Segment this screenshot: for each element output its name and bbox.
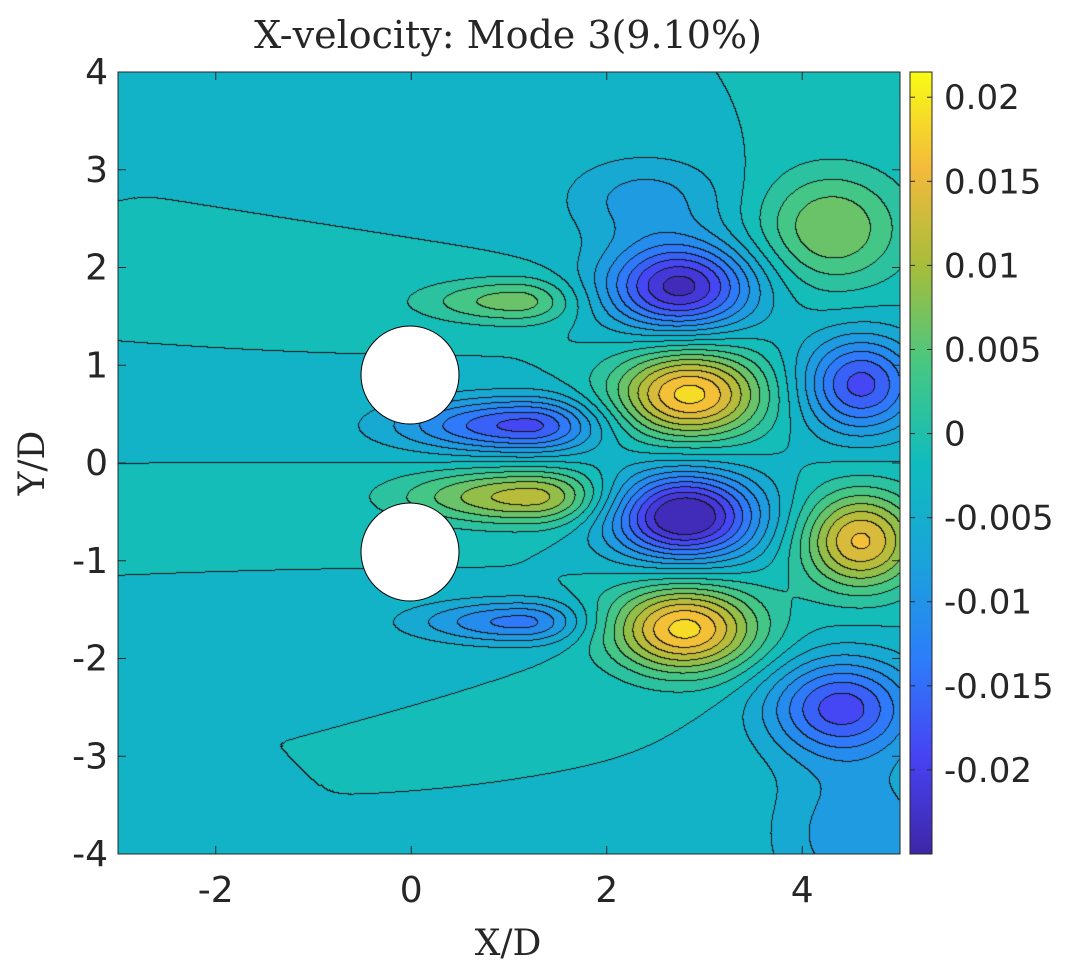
colorbar-tick-label: 0.005	[944, 330, 1041, 370]
y-tick-label: 4	[85, 52, 108, 93]
colorbar-tick-label: -0.02	[944, 751, 1032, 791]
x-tick-label: -2	[198, 870, 234, 911]
colorbar-tick-label: 0.02	[944, 78, 1020, 118]
colorbar-tick-label: -0.015	[944, 667, 1054, 707]
y-axis-ticks: -4 -3 -2 -1 0 1 2 3 4	[72, 52, 900, 875]
colorbar-tick-label: 0.01	[944, 246, 1020, 286]
x-tick-label: 4	[791, 870, 814, 911]
colorbar-tick-label: -0.005	[944, 499, 1054, 539]
contour-field	[118, 72, 900, 854]
y-tick-label: -1	[72, 541, 108, 582]
x-axis-ticks: -2 0 2 4	[198, 72, 814, 911]
y-tick-label: 3	[85, 150, 108, 191]
x-tick-label: 0	[400, 870, 423, 911]
colorbar	[909, 71, 933, 855]
cylinder-upper	[360, 325, 460, 425]
colorbar-tick-label: 0	[944, 415, 966, 455]
field-holder	[118, 72, 900, 854]
colorbar-ticks: 0.02 0.015 0.01 0.005 0 -0.005 -0.01 -0.015 -0.0…	[910, 78, 1054, 791]
y-tick-label: -3	[72, 736, 108, 777]
y-axis-label: Y/D	[12, 431, 53, 497]
cylinder-lower	[360, 502, 460, 602]
colorbar-tick-label: -0.01	[944, 583, 1032, 623]
y-tick-label: 2	[85, 248, 108, 289]
y-tick-label: 0	[85, 443, 108, 484]
y-tick-label: 1	[85, 345, 108, 386]
y-tick-label: -4	[72, 834, 108, 875]
x-tick-label: 2	[595, 870, 618, 911]
y-tick-label: -2	[72, 639, 108, 680]
colorbar-tick-label: 0.015	[944, 162, 1041, 202]
x-axis-label: X/D	[475, 923, 542, 964]
chart-title: X-velocity: Mode 3(9.10%)	[254, 13, 762, 57]
